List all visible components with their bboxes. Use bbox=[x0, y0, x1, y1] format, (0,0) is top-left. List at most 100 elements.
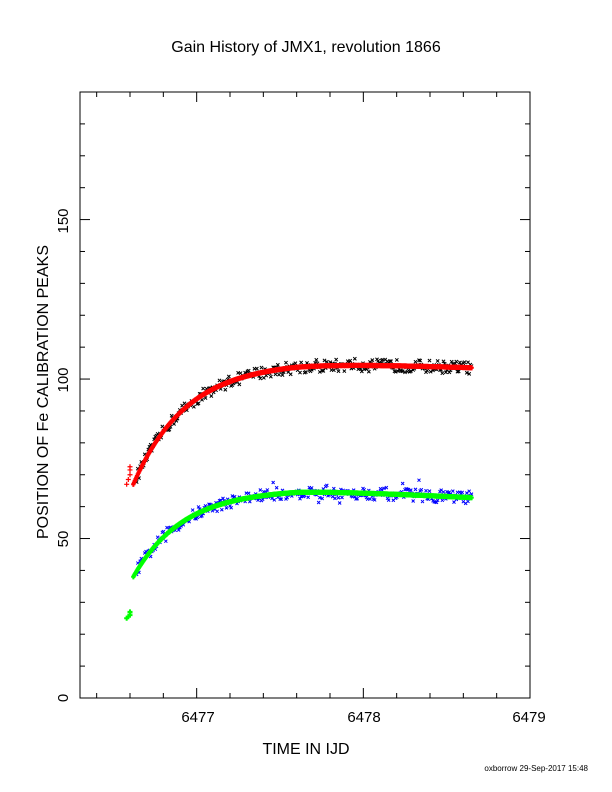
data-point bbox=[229, 505, 234, 510]
data-point bbox=[223, 387, 228, 392]
data-point bbox=[169, 413, 174, 418]
data-point bbox=[387, 359, 392, 364]
data-point bbox=[247, 499, 252, 504]
chart-title: Gain History of JMX1, revolution 1866 bbox=[171, 39, 441, 56]
data-point bbox=[200, 513, 204, 518]
data-point bbox=[221, 496, 225, 501]
data-point bbox=[400, 369, 405, 374]
data-point bbox=[254, 366, 259, 371]
data-point bbox=[299, 360, 304, 365]
data-point bbox=[440, 498, 445, 503]
data-point bbox=[425, 368, 430, 373]
data-point bbox=[450, 489, 455, 493]
data-point bbox=[441, 359, 446, 364]
data-point bbox=[467, 371, 472, 376]
plot-frame bbox=[79, 91, 531, 699]
data-point bbox=[237, 382, 242, 387]
data-point bbox=[322, 358, 327, 363]
data-point bbox=[238, 371, 243, 376]
x-tick-label-0: 6477 bbox=[181, 709, 214, 726]
data-point bbox=[394, 357, 399, 362]
data-point bbox=[386, 498, 391, 502]
data-point bbox=[411, 499, 416, 503]
data-point bbox=[190, 508, 195, 512]
data-point bbox=[379, 487, 384, 492]
x-axis-label: TIME IN IJD bbox=[262, 741, 349, 758]
data-point bbox=[277, 372, 281, 377]
data-point bbox=[348, 358, 353, 363]
y-tick-label-0: 0 bbox=[55, 694, 72, 702]
data-point bbox=[273, 372, 278, 377]
data-point bbox=[127, 472, 133, 478]
data-point bbox=[127, 609, 133, 615]
data-point bbox=[440, 371, 445, 376]
data-point bbox=[449, 359, 454, 364]
data-point bbox=[447, 370, 452, 375]
data-point bbox=[331, 486, 336, 491]
data-point bbox=[298, 370, 302, 375]
data-point bbox=[370, 358, 375, 363]
data-point bbox=[246, 368, 251, 373]
data-point bbox=[427, 358, 432, 363]
data-point bbox=[203, 396, 208, 400]
data-point bbox=[303, 370, 308, 374]
data-point bbox=[271, 480, 276, 485]
data-point bbox=[275, 362, 280, 367]
data-point bbox=[333, 496, 337, 501]
data-point bbox=[464, 370, 469, 375]
data-point bbox=[413, 359, 418, 364]
data-point bbox=[382, 486, 386, 491]
y-tick-label-3: 150 bbox=[55, 208, 72, 233]
data-point bbox=[191, 404, 196, 409]
data-point bbox=[268, 374, 273, 379]
data-point bbox=[274, 485, 279, 490]
x-tick-label-2: 6479 bbox=[512, 709, 545, 726]
data-point bbox=[336, 495, 341, 500]
data-point bbox=[317, 495, 322, 500]
data-point bbox=[457, 360, 462, 365]
data-point bbox=[334, 357, 339, 362]
data-point bbox=[408, 488, 413, 492]
data-point bbox=[419, 487, 424, 492]
data-point bbox=[443, 370, 448, 375]
data-point bbox=[258, 376, 263, 381]
data-point bbox=[435, 498, 440, 503]
data-point bbox=[125, 477, 131, 483]
data-point bbox=[163, 539, 168, 544]
data-point bbox=[317, 370, 322, 374]
data-point bbox=[324, 359, 329, 364]
data-point bbox=[427, 489, 432, 493]
data-point bbox=[196, 401, 201, 406]
data-point bbox=[428, 369, 433, 374]
x-tick-label-1: 6478 bbox=[347, 709, 380, 726]
data-point bbox=[441, 490, 446, 494]
data-point bbox=[389, 359, 393, 364]
data-point bbox=[405, 487, 410, 492]
data-point bbox=[265, 488, 270, 492]
data-point bbox=[431, 368, 435, 373]
data-point bbox=[258, 488, 263, 492]
data-point bbox=[435, 359, 440, 363]
data-point bbox=[413, 487, 418, 492]
data-point bbox=[406, 487, 411, 492]
data-point bbox=[337, 501, 342, 505]
data-point bbox=[455, 369, 460, 374]
data-point bbox=[466, 499, 470, 504]
data-point bbox=[384, 485, 389, 490]
footer-credit: oxborrow 29-Sep-2017 15:48 bbox=[484, 764, 588, 773]
data-point bbox=[201, 386, 206, 391]
data-point bbox=[124, 481, 130, 487]
y-axis-label: POSITION OF Fe CALIBRATION PEAKS bbox=[35, 245, 52, 539]
data-point bbox=[462, 360, 467, 365]
data-point bbox=[215, 509, 220, 514]
data-point bbox=[309, 486, 314, 490]
data-point bbox=[224, 505, 229, 510]
data-point bbox=[355, 496, 360, 501]
data-point bbox=[161, 529, 166, 534]
data-point bbox=[368, 497, 372, 501]
data-point bbox=[454, 359, 459, 364]
data-point bbox=[352, 356, 357, 361]
data-point bbox=[314, 357, 319, 362]
data-point bbox=[284, 360, 288, 365]
data-point bbox=[420, 499, 425, 504]
